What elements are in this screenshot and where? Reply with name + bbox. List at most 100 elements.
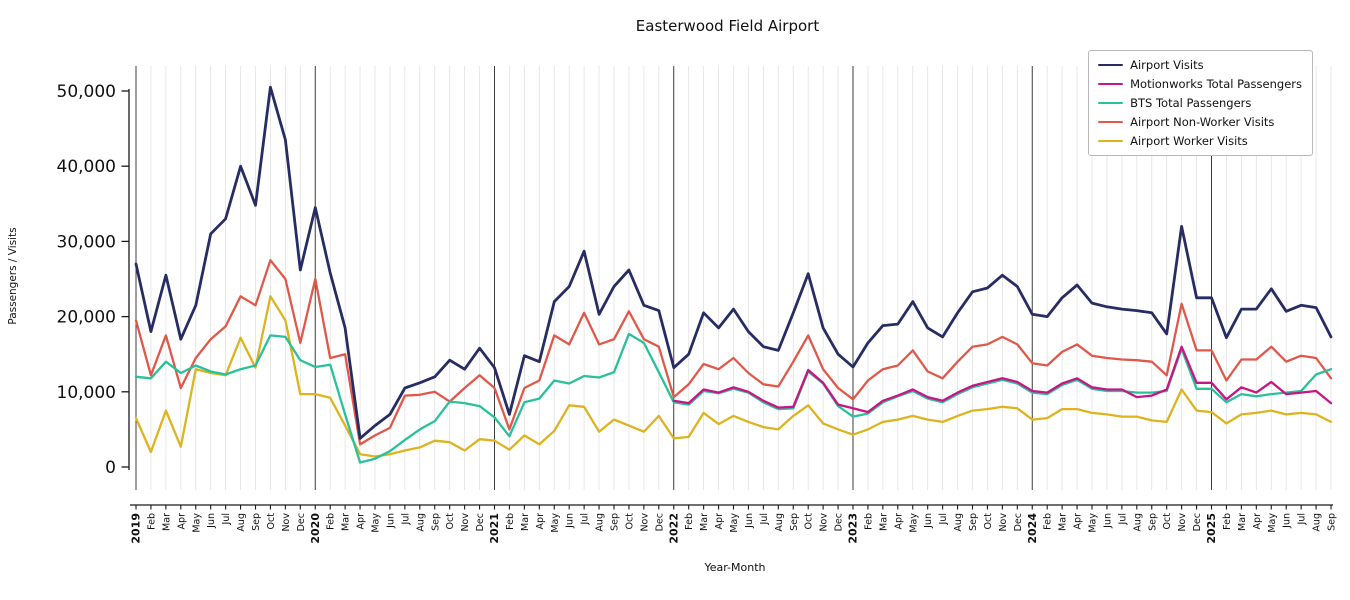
legend-item-airport-visits: Airport Visits xyxy=(1098,58,1302,72)
x-tick-label-month: Mar xyxy=(699,513,710,531)
x-tick-label-month: Sep xyxy=(968,513,979,531)
legend-item-motionworks-total-passengers: Motionworks Total Passengers xyxy=(1098,77,1302,91)
x-axis: 2019 Feb Mar Apr May Jun Jul Aug Sep Oct Nov Dec 202… xyxy=(130,504,1338,544)
x-tick-label-month: Dec xyxy=(654,513,665,531)
series-line-airport-worker-visits xyxy=(134,295,1333,458)
x-tick-label-month: Mar xyxy=(161,513,172,531)
y-tick-label: 20,000 xyxy=(57,308,116,328)
legend-label: Motionworks Total Passengers xyxy=(1130,77,1302,91)
legend-label: Airport Worker Visits xyxy=(1130,134,1248,148)
legend-line-swatch xyxy=(1098,82,1124,86)
x-tick-label-month: Sep xyxy=(1147,513,1158,531)
x-tick-label-month: Apr xyxy=(356,513,367,530)
x-tick-label-month: Oct xyxy=(1162,513,1173,530)
x-tick-label-month: Oct xyxy=(266,513,277,530)
x-tick-label-month: Jun xyxy=(1282,513,1293,529)
series-line-airport-non-worker-visits xyxy=(134,259,1333,446)
x-tick-label-month: Dec xyxy=(296,513,307,531)
x-tick-label-month: Feb xyxy=(684,513,695,530)
legend-line-swatch xyxy=(1098,139,1124,143)
legend-item-airport-worker-visits: Airport Worker Visits xyxy=(1098,134,1302,148)
x-tick-label-month: Mar xyxy=(878,513,889,531)
x-tick-label-month: Mar xyxy=(520,513,531,531)
x-tick-label-month: Feb xyxy=(1222,513,1233,530)
x-tick-label-month: May xyxy=(729,513,740,533)
x-tick-label-month: Apr xyxy=(1252,513,1263,530)
x-tick-label-month: Nov xyxy=(819,513,830,532)
x-tick-label-month: Sep xyxy=(430,513,441,531)
x-tick-label-month: Feb xyxy=(1043,513,1054,530)
x-tick-label-month: Aug xyxy=(595,513,606,532)
x-axis-label: Year-Month xyxy=(704,561,766,574)
x-tick-label-month: Feb xyxy=(146,513,157,530)
x-tick-label-month: Aug xyxy=(953,513,964,532)
x-tick-label-month: Jul xyxy=(400,513,411,525)
x-tick-label-month: May xyxy=(1267,513,1278,533)
legend-label: BTS Total Passengers xyxy=(1130,96,1252,110)
y-tick-label: 50,000 xyxy=(57,82,116,102)
x-tick-label-month: Jun xyxy=(923,513,934,529)
x-tick-label-month: May xyxy=(908,513,919,533)
gridlines xyxy=(135,66,1332,490)
x-tick-label-month: Oct xyxy=(983,513,994,530)
y-axis: 0 10,000 20,000 30,000 40,000 50,000 xyxy=(57,82,130,478)
x-tick-label-month: Dec xyxy=(475,513,486,531)
x-tick-label-month: Mar xyxy=(1058,513,1069,531)
x-tick-label-month: Apr xyxy=(535,513,546,530)
x-tick-label-month: May xyxy=(371,513,382,533)
x-tick-label-month: Aug xyxy=(1132,513,1143,532)
x-tick-label-month: Nov xyxy=(460,513,471,532)
x-tick-label-month: Dec xyxy=(834,513,845,531)
x-tick-label-year: 2024 xyxy=(1026,513,1039,544)
series-lines xyxy=(134,85,1333,464)
x-tick-label-month: Jun xyxy=(744,513,755,529)
x-tick-label-month: Jul xyxy=(938,513,949,525)
y-tick-label: 0 xyxy=(105,458,116,478)
x-tick-label-month: Sep xyxy=(789,513,800,531)
x-tick-label-year: 2025 xyxy=(1205,513,1218,544)
x-tick-label-month: Oct xyxy=(804,513,815,530)
chart-title: Easterwood Field Airport xyxy=(635,17,820,35)
x-tick-label-month: Oct xyxy=(445,513,456,530)
x-tick-label-month: Jun xyxy=(1102,513,1113,529)
x-tick-label-month: May xyxy=(550,513,561,533)
x-tick-label-year: 2022 xyxy=(667,513,680,544)
x-tick-label-month: Nov xyxy=(281,513,292,532)
series-line-airport-visits xyxy=(134,85,1333,440)
x-tick-label-year: 2023 xyxy=(847,513,860,544)
x-tick-label-month: Nov xyxy=(998,513,1009,532)
x-tick-label-month: May xyxy=(191,513,202,533)
x-tick-label-month: Apr xyxy=(714,513,725,530)
x-tick-label-month: Feb xyxy=(505,513,516,530)
x-tick-label-month: Jun xyxy=(385,513,396,529)
legend-item-bts-total-passengers: BTS Total Passengers xyxy=(1098,96,1302,110)
x-tick-label-month: Feb xyxy=(863,513,874,530)
x-tick-label-month: Jul xyxy=(221,513,232,525)
x-tick-label-month: Jun xyxy=(565,513,576,529)
x-tick-label-month: Sep xyxy=(610,513,621,531)
x-tick-label-year: 2021 xyxy=(488,513,501,544)
x-tick-label-month: Apr xyxy=(176,513,187,530)
legend-line-swatch xyxy=(1098,101,1124,105)
x-tick-label-month: Jul xyxy=(1117,513,1128,525)
legend-label: Airport Visits xyxy=(1130,58,1204,72)
y-tick-label: 40,000 xyxy=(57,157,116,177)
x-tick-label-month: Dec xyxy=(1192,513,1203,531)
x-tick-label-month: Dec xyxy=(1013,513,1024,531)
series-line-motionworks-total-passengers xyxy=(672,345,1333,414)
x-tick-label-month: Nov xyxy=(639,513,650,532)
x-tick-label-month: Aug xyxy=(236,513,247,532)
x-tick-label-month: Sep xyxy=(1327,513,1338,531)
x-tick-label-month: Feb xyxy=(326,513,337,530)
x-tick-label-month: Jun xyxy=(206,513,217,529)
x-tick-label-month: Mar xyxy=(1237,513,1248,531)
x-tick-label-month: Sep xyxy=(251,513,262,531)
x-tick-label-month: Oct xyxy=(624,513,635,530)
legend-label: Airport Non-Worker Visits xyxy=(1130,115,1275,129)
y-tick-label: 30,000 xyxy=(57,232,116,252)
chart-legend: Airport Visits Motionworks Total Passeng… xyxy=(1088,50,1313,156)
y-tick-label: 10,000 xyxy=(57,383,116,403)
legend-item-airport-non-worker-visits: Airport Non-Worker Visits xyxy=(1098,115,1302,129)
